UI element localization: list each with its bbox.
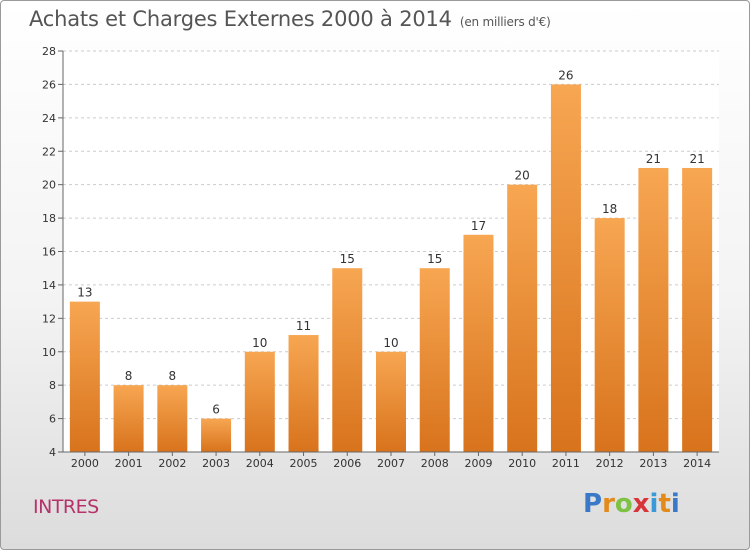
x-tick-label: 2007 bbox=[377, 457, 405, 470]
bar-value-label: 18 bbox=[602, 202, 617, 216]
y-tick-label: 10 bbox=[42, 346, 56, 359]
bar-value-label: 10 bbox=[252, 336, 267, 350]
x-tick-label: 2013 bbox=[639, 457, 667, 470]
bar bbox=[113, 385, 144, 452]
bar-value-label: 15 bbox=[427, 252, 442, 266]
x-tick-label: 2003 bbox=[202, 457, 230, 470]
bar bbox=[288, 335, 319, 452]
y-tick-label: 28 bbox=[42, 45, 56, 58]
x-tick-label: 2011 bbox=[552, 457, 580, 470]
y-tick-label: 24 bbox=[42, 112, 56, 125]
x-tick-label: 2010 bbox=[508, 457, 536, 470]
y-tick-label: 20 bbox=[42, 179, 56, 192]
logo-letter: i bbox=[670, 489, 680, 519]
bar-value-label: 6 bbox=[212, 403, 220, 417]
y-tick-label: 18 bbox=[42, 212, 56, 225]
x-tick-label: 2004 bbox=[246, 457, 274, 470]
bar bbox=[682, 167, 713, 453]
bar-value-label: 15 bbox=[340, 252, 355, 266]
chart-title: Achats et Charges Externes 2000 à 2014 (e… bbox=[29, 7, 551, 31]
logo-letter: x bbox=[632, 489, 650, 519]
x-tick-label: 2009 bbox=[464, 457, 492, 470]
bar-value-label: 10 bbox=[383, 336, 398, 350]
bar-value-label: 11 bbox=[296, 319, 311, 333]
logo-letter: r bbox=[602, 489, 615, 519]
bar bbox=[332, 268, 363, 452]
logo-letter: t bbox=[658, 489, 671, 519]
bar bbox=[594, 218, 625, 452]
chart-subtitle: (en milliers d'€) bbox=[459, 15, 551, 29]
y-tick-label: 12 bbox=[42, 312, 56, 325]
bar-value-label: 17 bbox=[471, 219, 486, 233]
x-tick-label: 2000 bbox=[71, 457, 99, 470]
x-tick-label: 2001 bbox=[115, 457, 143, 470]
commune-name: INTRES bbox=[33, 496, 99, 518]
bar bbox=[463, 234, 494, 452]
bar-value-label: 21 bbox=[646, 152, 661, 166]
bar bbox=[244, 351, 275, 452]
y-tick-label: 16 bbox=[42, 246, 56, 259]
bar bbox=[638, 167, 669, 453]
bar-value-label: 20 bbox=[515, 169, 530, 183]
logo-letter: o bbox=[614, 489, 633, 519]
logo-letter: P bbox=[583, 489, 603, 519]
y-tick-label: 14 bbox=[42, 279, 56, 292]
bar bbox=[201, 418, 232, 452]
proxiti-logo: Proxiti bbox=[583, 489, 680, 519]
bar bbox=[157, 385, 188, 452]
axes: 4 6 8 10 12 14 16 18 20 22 24 26 28 2000 2001 2002 2003 2… bbox=[42, 45, 719, 470]
bar bbox=[507, 184, 538, 452]
x-tick-label: 2006 bbox=[333, 457, 361, 470]
bar bbox=[376, 351, 406, 452]
logo-letter: i bbox=[649, 489, 659, 519]
y-tick-label: 4 bbox=[49, 446, 56, 459]
bar-value-label: 8 bbox=[125, 369, 133, 383]
y-tick-label: 26 bbox=[42, 78, 56, 91]
bar-value-label: 8 bbox=[169, 369, 177, 383]
y-tick-label: 22 bbox=[42, 145, 56, 158]
bar bbox=[550, 84, 581, 453]
x-tick-label: 2008 bbox=[421, 457, 449, 470]
bars: 13 8 8 6 10 11 15 10 15 17 20 26 18 21 21 bbox=[69, 68, 713, 453]
chart-title-text: Achats et Charges Externes 2000 à 2014 bbox=[29, 7, 452, 31]
y-tick-label: 8 bbox=[49, 379, 56, 392]
bar-value-label: 21 bbox=[689, 152, 704, 166]
bar-value-label: 26 bbox=[558, 68, 573, 82]
y-tick-label: 6 bbox=[49, 413, 56, 426]
x-tick-label: 2002 bbox=[158, 457, 186, 470]
bar bbox=[419, 268, 450, 452]
x-tick-label: 2012 bbox=[596, 457, 624, 470]
x-tick-label: 2005 bbox=[290, 457, 318, 470]
x-tick-label: 2014 bbox=[683, 457, 711, 470]
bar-value-label: 13 bbox=[77, 286, 92, 300]
bar bbox=[69, 301, 100, 452]
